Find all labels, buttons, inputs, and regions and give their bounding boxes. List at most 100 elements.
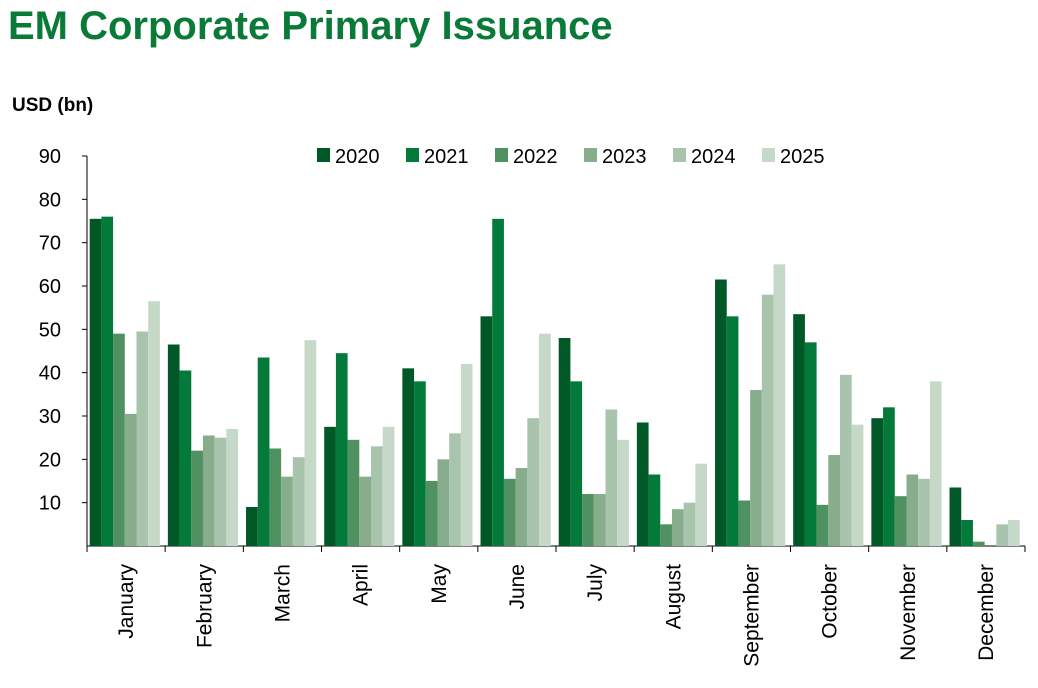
legend-swatch-2024 xyxy=(673,148,686,162)
bar-2022-july xyxy=(582,494,594,546)
bar-2024-november xyxy=(918,478,930,546)
bar-2020-april xyxy=(324,426,336,546)
month-label: December xyxy=(975,564,998,661)
bar-2024-july xyxy=(605,409,618,546)
y-tick-label: 20 xyxy=(39,449,61,471)
y-tick-label: 40 xyxy=(39,363,61,385)
bar-2021-february xyxy=(179,370,192,546)
legend-swatch-2020 xyxy=(317,148,330,162)
bar-2020-may xyxy=(402,368,415,546)
bar-2021-november xyxy=(883,407,895,546)
legend-label-2024: 2024 xyxy=(691,146,736,168)
bar-2020-march xyxy=(246,507,258,546)
bar-2023-october xyxy=(828,455,840,546)
legend-swatch-2025 xyxy=(762,148,775,162)
bar-2020-september xyxy=(715,279,727,546)
month-label: February xyxy=(193,564,216,649)
bar-2024-march xyxy=(292,457,305,546)
bar-2021-october xyxy=(804,342,817,546)
bar-2025-march xyxy=(304,340,317,546)
bar-2023-april xyxy=(359,476,371,546)
bar-2021-june xyxy=(492,218,504,547)
y-tick-label: 90 xyxy=(39,146,61,168)
bar-2025-july xyxy=(617,439,629,546)
bar-2024-august xyxy=(683,502,696,546)
y-tick-label: 30 xyxy=(39,406,61,428)
bar-2020-august xyxy=(636,422,649,546)
bar-2025-february xyxy=(226,429,239,546)
bar-2023-may xyxy=(437,459,450,546)
bar-2024-december xyxy=(996,524,1009,546)
y-axis: 10 20 30 40 50 60 70 80 90 xyxy=(39,146,88,546)
legend-label-2021: 2021 xyxy=(424,146,469,168)
bar-2025-may xyxy=(460,364,473,546)
month-label: May xyxy=(428,564,451,604)
bar-2024-june xyxy=(527,418,540,546)
bar-2022-may xyxy=(425,481,438,546)
bar-2025-august xyxy=(695,463,708,546)
bar-2025-december xyxy=(1008,520,1020,546)
month-label: September xyxy=(740,564,763,667)
x-axis: January February March April May June July Augu… xyxy=(86,545,1026,667)
bar-2020-february xyxy=(167,344,180,546)
bar-2020-january xyxy=(89,218,102,547)
bar-2025-january xyxy=(148,301,160,546)
bar-2023-february xyxy=(202,435,215,546)
bar-2022-march xyxy=(269,448,282,546)
bar-2024-may xyxy=(449,433,461,546)
legend-swatch-2023 xyxy=(584,148,597,162)
bar-2025-october xyxy=(851,424,864,546)
bars xyxy=(89,216,1020,547)
bar-2021-december xyxy=(961,520,973,546)
bar-2024-february xyxy=(214,437,227,546)
bar-2021-january xyxy=(101,216,114,546)
legend: 2020 2021 2022 2023 2024 2025 xyxy=(317,146,825,168)
y-tick-label: 60 xyxy=(39,276,61,298)
bar-2023-march xyxy=(281,476,293,546)
legend-swatch-2021 xyxy=(406,148,419,162)
bar-2022-june xyxy=(503,478,516,546)
legend-label-2023: 2023 xyxy=(602,146,647,168)
bar-2021-september xyxy=(726,316,739,546)
month-label: July xyxy=(584,564,607,602)
bar-2022-august xyxy=(660,524,672,546)
month-label: October xyxy=(819,564,842,639)
bar-2020-june xyxy=(480,316,493,546)
month-label: June xyxy=(506,564,529,610)
legend-label-2022: 2022 xyxy=(513,146,558,168)
bar-2023-september xyxy=(750,390,762,546)
bar-2022-december xyxy=(972,541,985,546)
y-tick-label: 50 xyxy=(39,319,61,341)
bar-2022-april xyxy=(347,439,360,546)
legend-swatch-2022 xyxy=(495,148,508,162)
page-title: EM Corporate Primary Issuance xyxy=(8,4,613,48)
month-label: April xyxy=(350,564,373,606)
bar-2023-november xyxy=(906,474,919,546)
month-label: January xyxy=(115,564,138,639)
y-axis-label: USD (bn) xyxy=(12,95,93,116)
bar-2025-november xyxy=(929,381,942,546)
bar-2024-april xyxy=(371,446,383,546)
y-tick-label: 80 xyxy=(39,189,61,211)
bar-2021-august xyxy=(648,474,661,546)
bar-2020-october xyxy=(793,314,805,546)
bar-2025-september xyxy=(773,264,786,546)
month-label: March xyxy=(271,564,294,622)
y-tick-label: 70 xyxy=(39,233,61,255)
bar-2021-march xyxy=(257,357,270,546)
bar-2025-april xyxy=(382,426,395,546)
bar-2022-october xyxy=(816,504,829,546)
bar-2020-december xyxy=(949,487,962,546)
month-label: August xyxy=(662,564,685,630)
bar-2023-january xyxy=(124,413,137,546)
bar-2022-january xyxy=(113,333,125,546)
bar-2021-april xyxy=(335,353,348,546)
bar-2025-june xyxy=(539,333,551,546)
bar-2022-february xyxy=(191,450,203,546)
bar-2024-january xyxy=(136,331,149,546)
legend-label-2020: 2020 xyxy=(335,146,380,168)
bar-2020-november xyxy=(871,418,884,546)
bar-2021-july xyxy=(570,381,583,546)
bar-2021-may xyxy=(414,381,426,546)
